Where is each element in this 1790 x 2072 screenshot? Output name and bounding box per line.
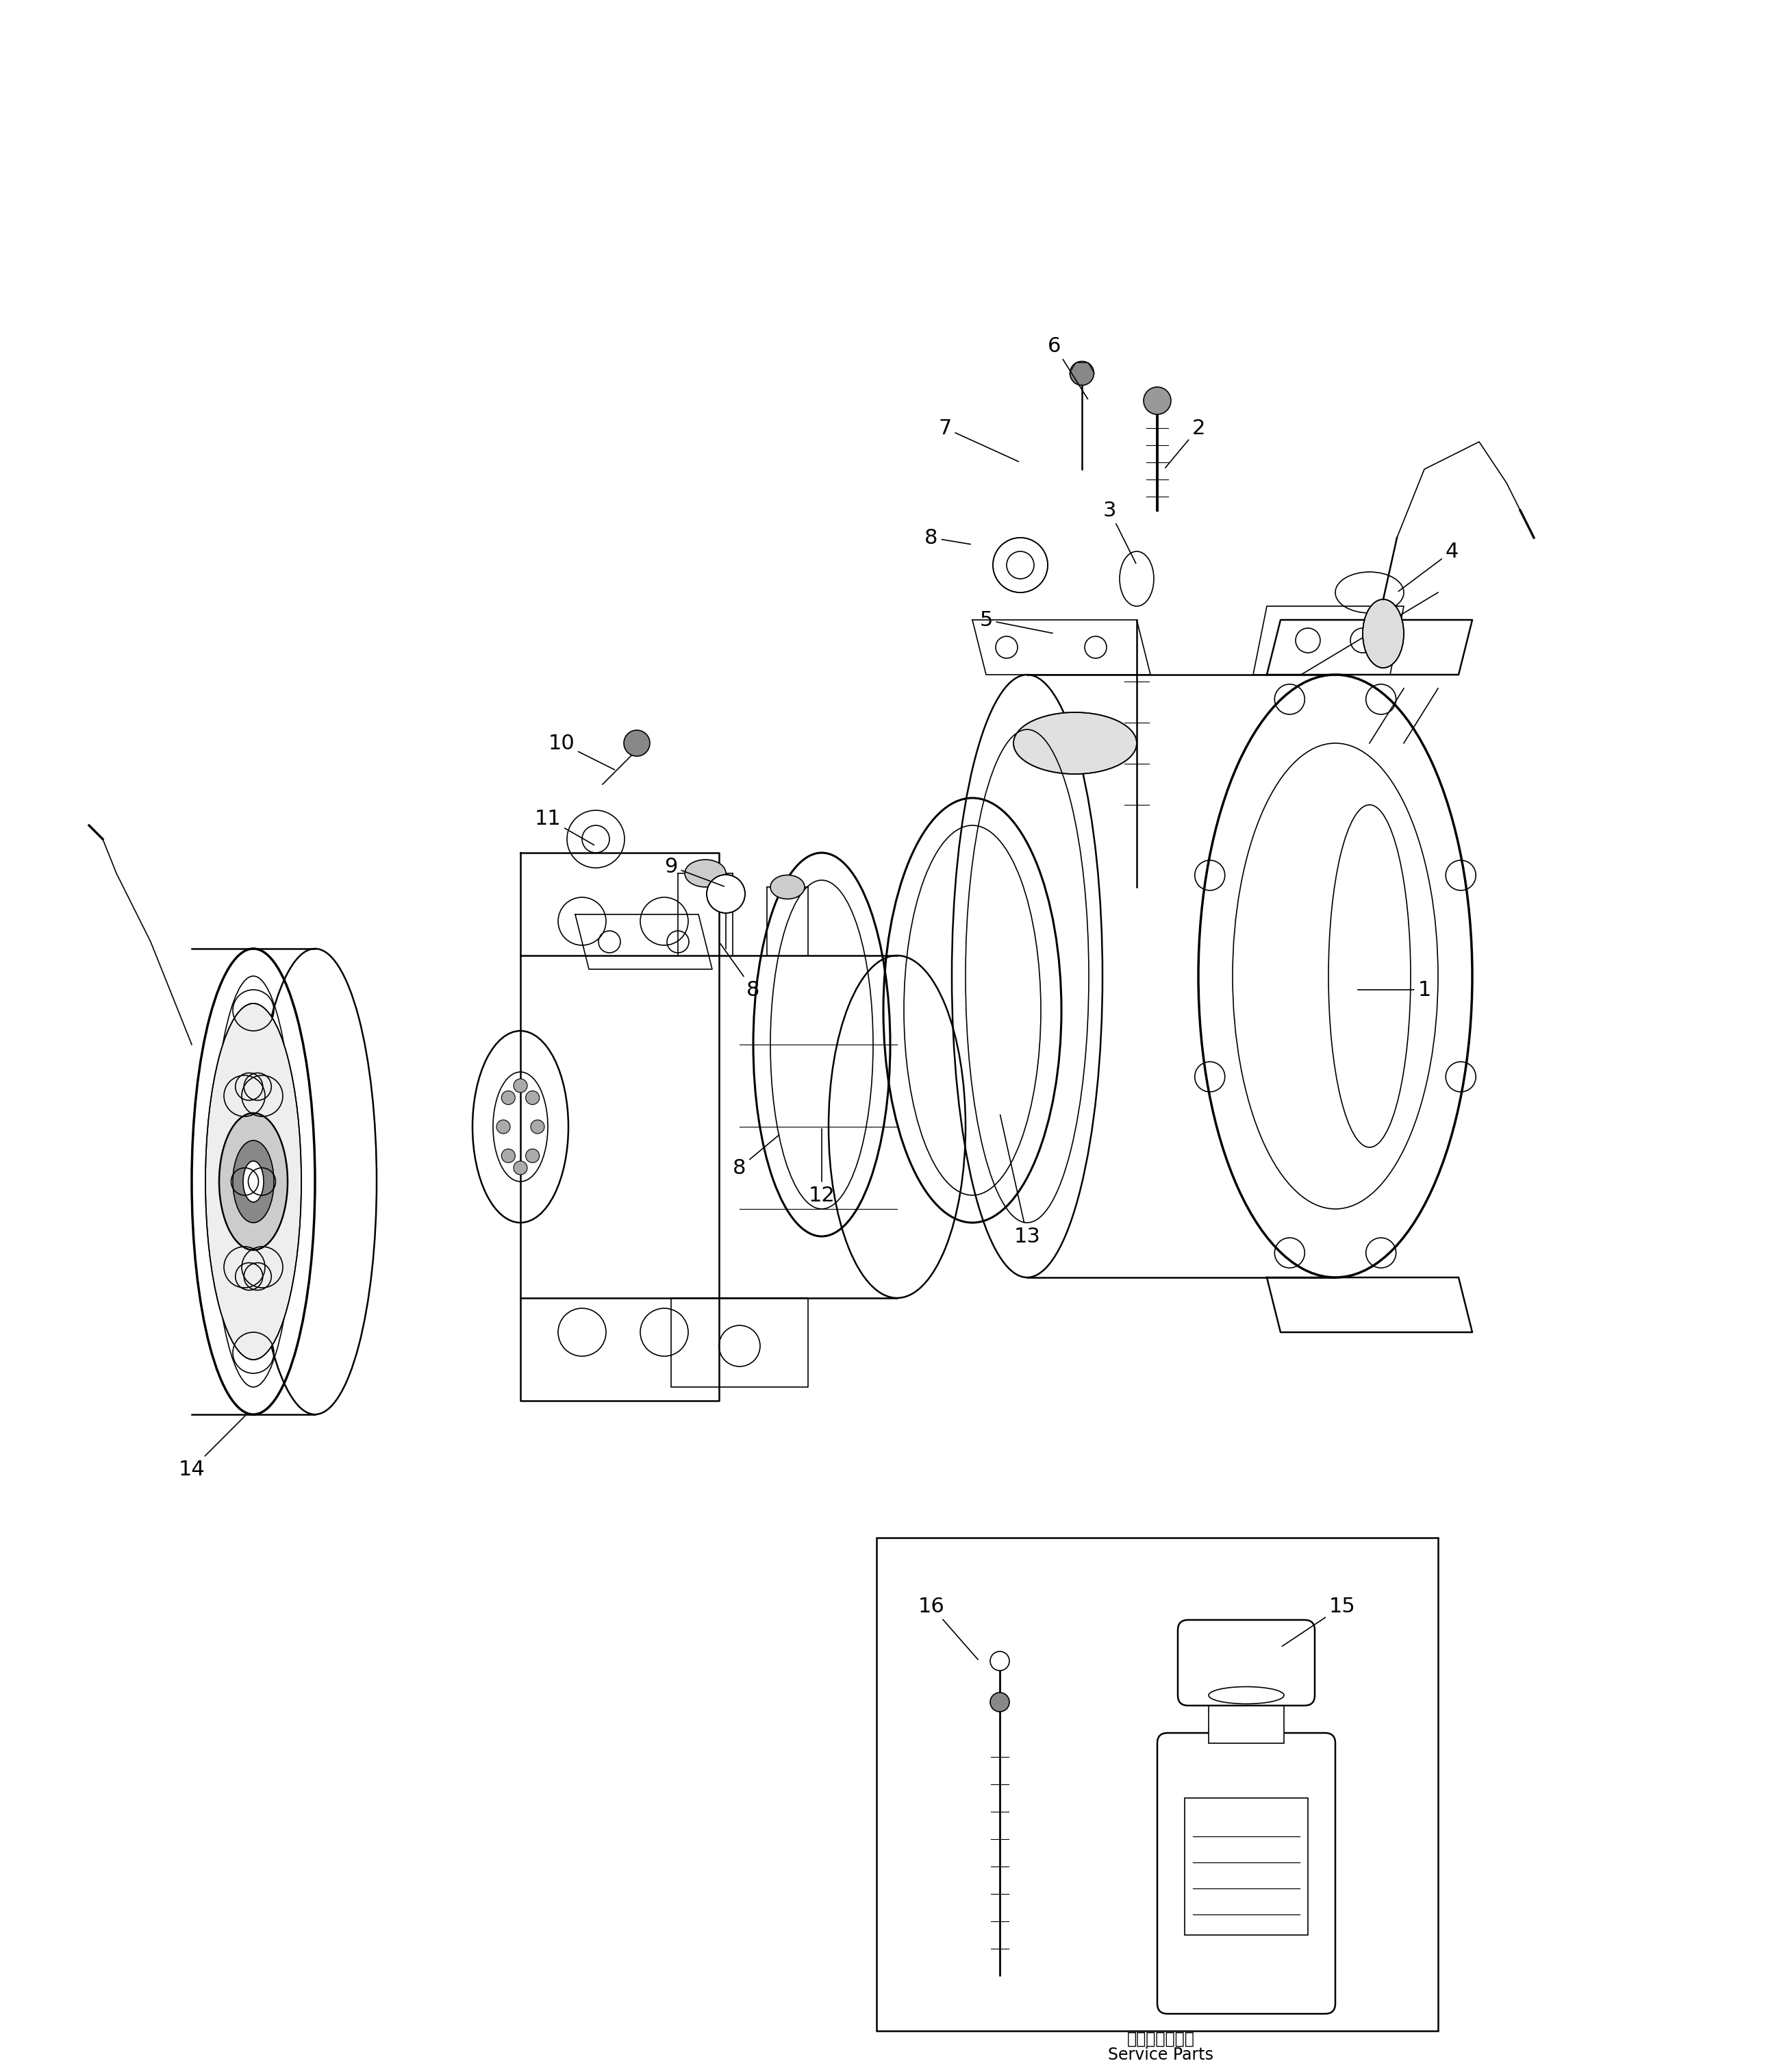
Text: 10: 10 (548, 733, 614, 769)
Text: 12: 12 (809, 1129, 834, 1206)
Ellipse shape (686, 860, 727, 887)
Circle shape (993, 539, 1047, 593)
Ellipse shape (1362, 599, 1403, 667)
Circle shape (496, 1119, 510, 1133)
Circle shape (514, 1080, 528, 1092)
Ellipse shape (233, 1140, 274, 1222)
Text: サービスハーツ: サービスハーツ (1128, 2031, 1194, 2047)
Text: 6: 6 (1047, 336, 1088, 400)
Ellipse shape (206, 1003, 301, 1359)
Ellipse shape (770, 874, 806, 899)
Text: 7: 7 (938, 419, 1019, 462)
Ellipse shape (990, 1693, 1010, 1711)
Text: 2: 2 (1165, 419, 1205, 468)
Text: 8: 8 (720, 943, 761, 999)
Text: 14: 14 (179, 1415, 245, 1479)
Text: 4: 4 (1398, 541, 1459, 591)
FancyBboxPatch shape (1178, 1620, 1316, 1705)
Text: 5: 5 (979, 609, 1053, 634)
Text: 16: 16 (918, 1595, 977, 1660)
Ellipse shape (990, 1651, 1010, 1670)
Text: 8: 8 (925, 528, 970, 547)
Circle shape (501, 1090, 516, 1104)
Text: 11: 11 (535, 808, 594, 845)
Circle shape (530, 1119, 544, 1133)
Ellipse shape (625, 729, 650, 756)
Bar (1208, 1695, 1283, 1743)
Ellipse shape (1070, 361, 1094, 385)
Circle shape (707, 874, 745, 914)
FancyBboxPatch shape (1158, 1732, 1335, 2014)
Ellipse shape (1144, 387, 1171, 414)
Text: 9: 9 (664, 856, 725, 887)
Bar (1185, 1798, 1308, 1935)
Circle shape (526, 1090, 539, 1104)
Bar (877, 1537, 1437, 2031)
Circle shape (514, 1160, 528, 1175)
Ellipse shape (1013, 713, 1137, 775)
Text: 15: 15 (1282, 1595, 1355, 1647)
Text: 1: 1 (1359, 980, 1430, 999)
Ellipse shape (218, 1113, 288, 1249)
Circle shape (526, 1150, 539, 1162)
Text: 3: 3 (1103, 499, 1137, 564)
Text: 8: 8 (732, 1135, 779, 1177)
Circle shape (501, 1150, 516, 1162)
Text: Service Parts: Service Parts (1108, 2047, 1214, 2064)
Ellipse shape (243, 1160, 263, 1202)
Text: 13: 13 (1001, 1115, 1040, 1245)
